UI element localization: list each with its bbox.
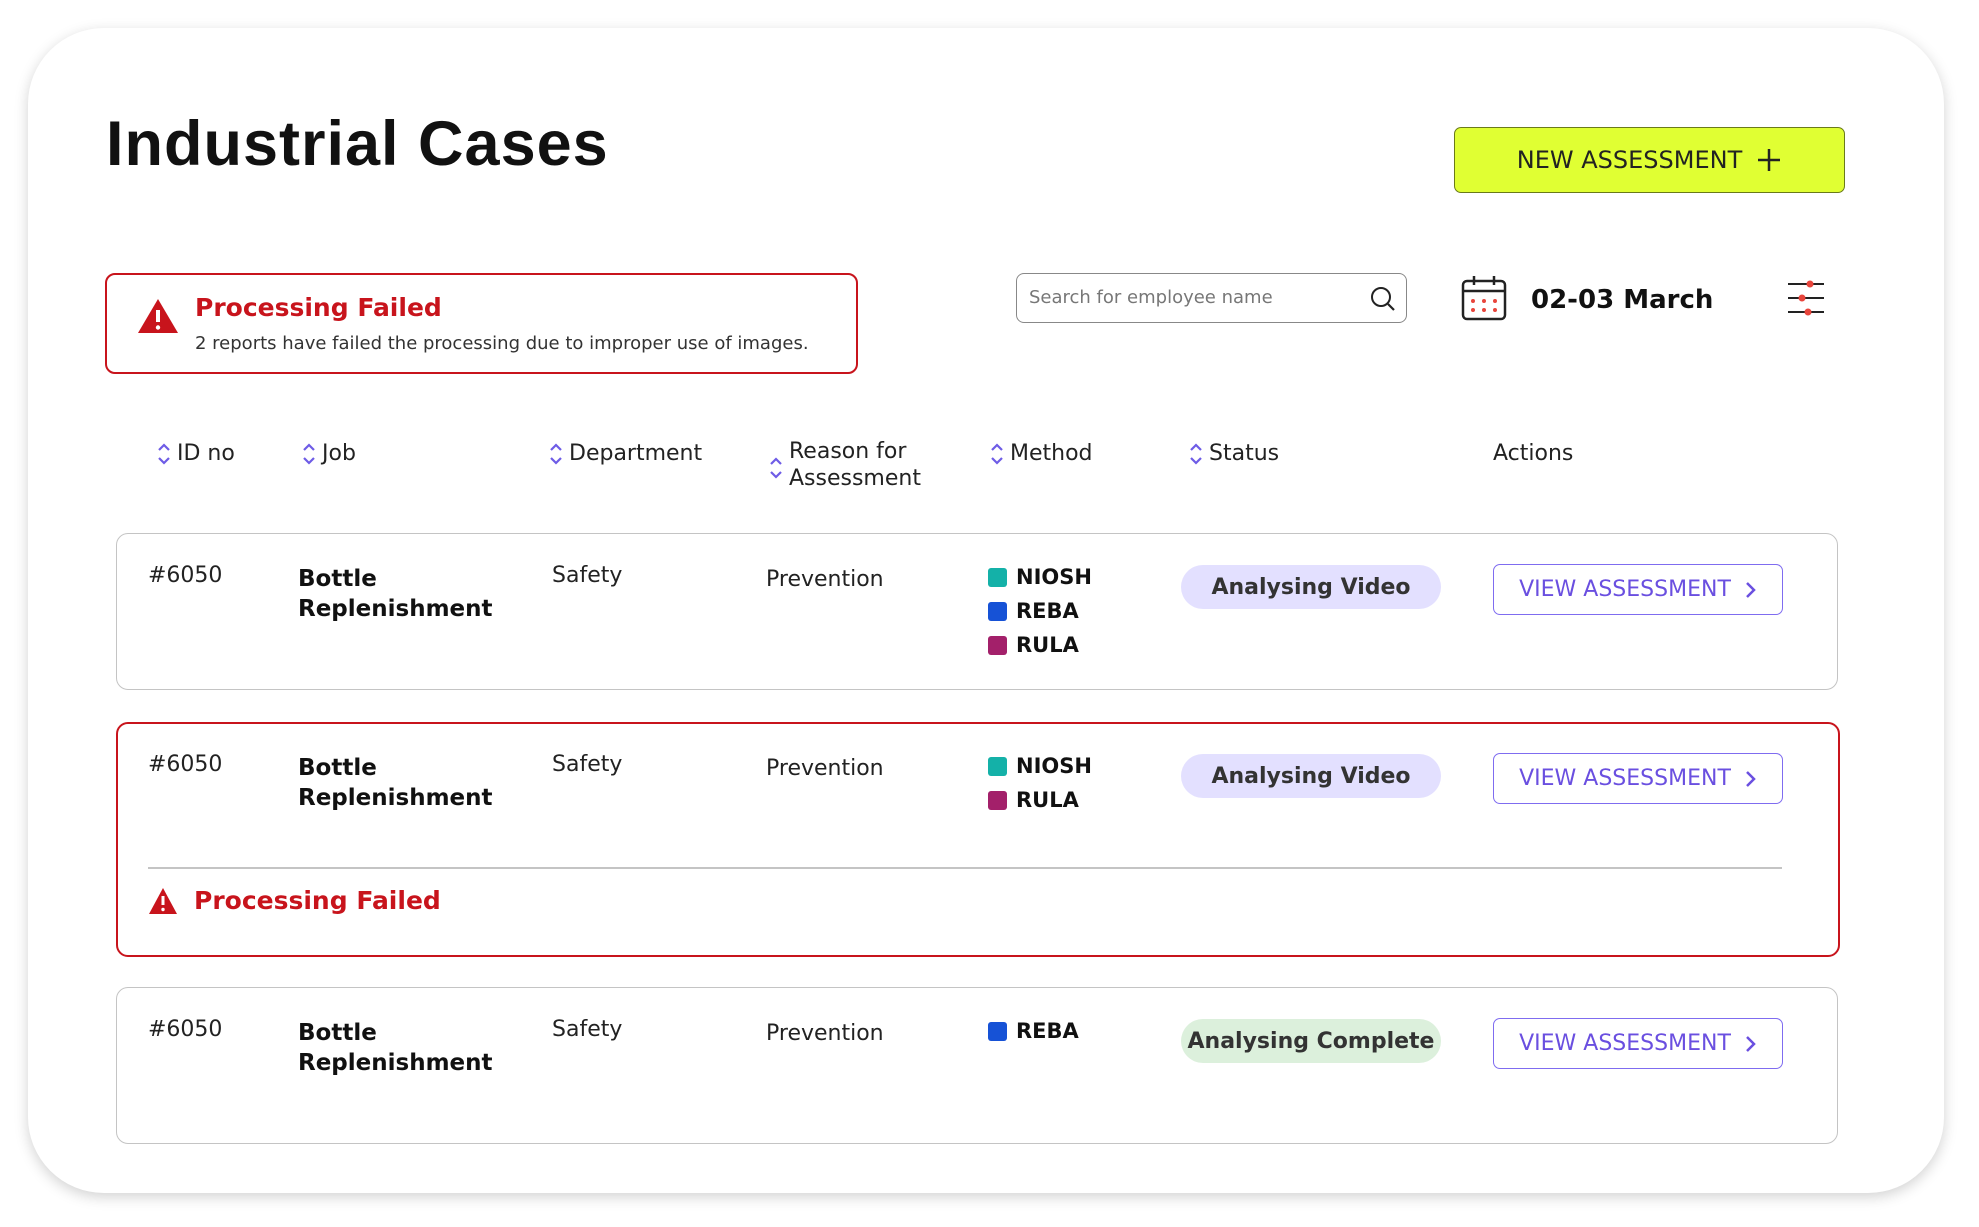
department-cell: Safety: [552, 752, 623, 777]
table-row: [116, 722, 1840, 957]
chevron-icon: [1746, 770, 1756, 787]
method-swatch: [988, 1022, 1007, 1041]
search-placeholder: Search for employee name: [1029, 287, 1273, 308]
view-assessment-button[interactable]: VIEW ASSESSMENT: [1493, 564, 1783, 615]
sort-icon: [1190, 443, 1202, 465]
calendar-icon[interactable]: [1461, 275, 1507, 321]
warning-icon: [149, 888, 177, 914]
job-cell: Bottle Replenishment: [298, 1020, 493, 1076]
status-pill: Analysing Video: [1181, 565, 1441, 609]
method-name: NIOSH: [1016, 565, 1092, 589]
sort-icon: [303, 443, 315, 465]
status-text: Analysing Complete: [1187, 1028, 1435, 1054]
sort-icon: [158, 443, 170, 465]
reason-cell: Prevention: [766, 1021, 884, 1046]
id-cell: #6050: [148, 1017, 223, 1042]
view-assessment-button[interactable]: VIEW ASSESSMENT: [1493, 1018, 1783, 1069]
button-label: VIEW ASSESSMENT: [1519, 766, 1731, 791]
method-swatch: [988, 636, 1007, 655]
column-header[interactable]: Job: [322, 441, 356, 466]
department-cell: Safety: [552, 1017, 623, 1042]
button-label: NEW ASSESSMENT: [1516, 146, 1743, 174]
page-title: Industrial Cases: [106, 109, 609, 179]
column-header[interactable]: Method: [1010, 441, 1093, 466]
table-row: [116, 987, 1838, 1144]
search-icon: [1371, 287, 1395, 311]
alert-banner: Processing Failed 2 reports have failed …: [105, 273, 858, 374]
alert-message: 2 reports have failed the processing due…: [195, 333, 809, 354]
button-label: VIEW ASSESSMENT: [1519, 577, 1731, 602]
plus-icon: [1758, 149, 1781, 171]
method-name: REBA: [1016, 1019, 1079, 1043]
row-error: Processing Failed: [194, 886, 441, 915]
method-swatch: [988, 602, 1007, 621]
status-text: Analysing Video: [1211, 763, 1411, 789]
table-row: [116, 533, 1838, 690]
new-assessment-button[interactable]: NEW ASSESSMENT: [1454, 127, 1845, 193]
method-name: REBA: [1016, 599, 1079, 623]
view-assessment-button[interactable]: VIEW ASSESSMENT: [1493, 753, 1783, 804]
reason-cell: Prevention: [766, 567, 884, 592]
sort-icon: [550, 443, 562, 465]
method-swatch: [988, 791, 1007, 810]
id-cell: #6050: [148, 752, 223, 777]
job-cell: Bottle Replenishment: [298, 566, 493, 622]
method-swatch: [988, 757, 1007, 776]
column-header[interactable]: Department: [569, 441, 703, 466]
button-label: VIEW ASSESSMENT: [1519, 1031, 1731, 1056]
card: [28, 28, 1944, 1193]
column-header[interactable]: Reason for Assessment: [789, 439, 921, 491]
column-header: Actions: [1493, 441, 1574, 466]
alert-title: Processing Failed: [195, 293, 442, 322]
chevron-icon: [1746, 1035, 1756, 1052]
column-header[interactable]: ID no: [177, 441, 235, 466]
search-box[interactable]: Search for employee name: [1016, 273, 1407, 323]
divider: [148, 867, 1782, 869]
sort-icon: [991, 443, 1003, 465]
status-pill: Analysing Video: [1181, 754, 1441, 798]
method-name: RULA: [1016, 633, 1079, 657]
job-cell: Bottle Replenishment: [298, 755, 493, 811]
department-cell: Safety: [552, 563, 623, 588]
sort-icon: [770, 457, 782, 479]
status-text: Analysing Video: [1211, 574, 1411, 600]
date-range[interactable]: 02-03 March: [1531, 285, 1714, 315]
column-header[interactable]: Status: [1209, 441, 1280, 466]
method-swatch: [988, 568, 1007, 587]
warning-icon: [138, 299, 178, 333]
method-name: NIOSH: [1016, 754, 1092, 778]
method-name: RULA: [1016, 788, 1079, 812]
chevron-icon: [1746, 581, 1756, 598]
filter-icon[interactable]: [1786, 279, 1826, 317]
status-pill: Analysing Complete: [1181, 1019, 1441, 1063]
id-cell: #6050: [148, 563, 223, 588]
reason-cell: Prevention: [766, 756, 884, 781]
